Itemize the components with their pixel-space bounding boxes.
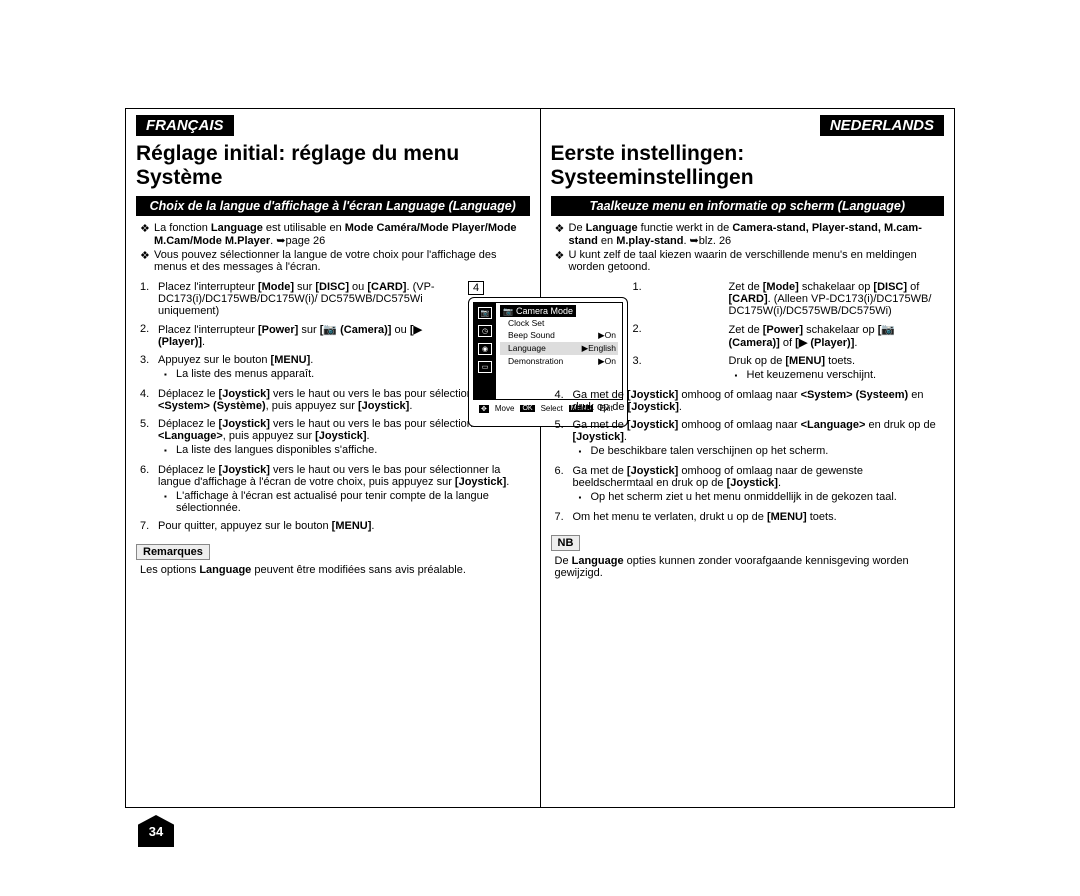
subheading-fr: Choix de la langue d'affichage à l'écran… (136, 196, 530, 216)
steps-nl: 1.Zet de [Mode] schakelaar op [DISC] of … (551, 281, 945, 523)
disc-icon: ◉ (478, 343, 492, 355)
remarks-text-fr: Les options Language peuvent être modifi… (136, 564, 530, 576)
intro-text: La fonction Language est utilisable en M… (154, 222, 530, 247)
diamond-icon: ❖ (140, 222, 154, 247)
remarks-label-fr: Remarques (136, 544, 210, 560)
page-number-badge: 34 (138, 815, 174, 847)
intro-nl: ❖De Language functie werkt in de Camera-… (551, 222, 945, 273)
lang-tag-nl: NEDERLANDS (820, 115, 944, 136)
lcd-row-label: Clock Set (508, 318, 544, 328)
manual-page: FRANÇAIS Réglage initial: réglage du men… (125, 108, 955, 808)
display-icon: ▭ (478, 361, 492, 373)
subheading-nl: Taalkeuze menu en informatie op scherm (… (551, 196, 945, 216)
remarks-label-nl: NB (551, 535, 581, 551)
remarks-text-nl: De Language opties kunnen zonder voorafg… (551, 555, 945, 579)
column-dutch: NEDERLANDS Eerste instellingen: Systeemi… (541, 109, 955, 807)
intro-fr: ❖La fonction Language est utilisable en … (136, 222, 530, 273)
heading-fr: Réglage initial: réglage du menu Système (136, 142, 530, 190)
lang-tag-fr: FRANÇAIS (136, 115, 234, 136)
diamond-icon: ❖ (555, 222, 569, 247)
lcd-sidebar: 📷 ◷ ◉ ▭ (474, 303, 496, 399)
intro-text: Vous pouvez sélectionner la langue de vo… (154, 249, 530, 273)
column-french: FRANÇAIS Réglage initial: réglage du men… (126, 109, 540, 807)
clock-icon: ◷ (478, 325, 492, 337)
camera-icon: 📷 (478, 307, 492, 319)
intro-text: De Language functie werkt in de Camera-s… (569, 222, 945, 247)
lcd-step-number: 4 (468, 281, 484, 295)
heading-nl: Eerste instellingen: Systeeminstellingen (551, 142, 945, 190)
intro-text: U kunt zelf de taal kiezen waarin de ver… (569, 249, 945, 273)
steps-fr: 4 📷 ◷ ◉ ▭ 📷Camera Mode Clock Set (136, 281, 530, 532)
diamond-icon: ❖ (555, 249, 569, 273)
diamond-icon: ❖ (140, 249, 154, 273)
